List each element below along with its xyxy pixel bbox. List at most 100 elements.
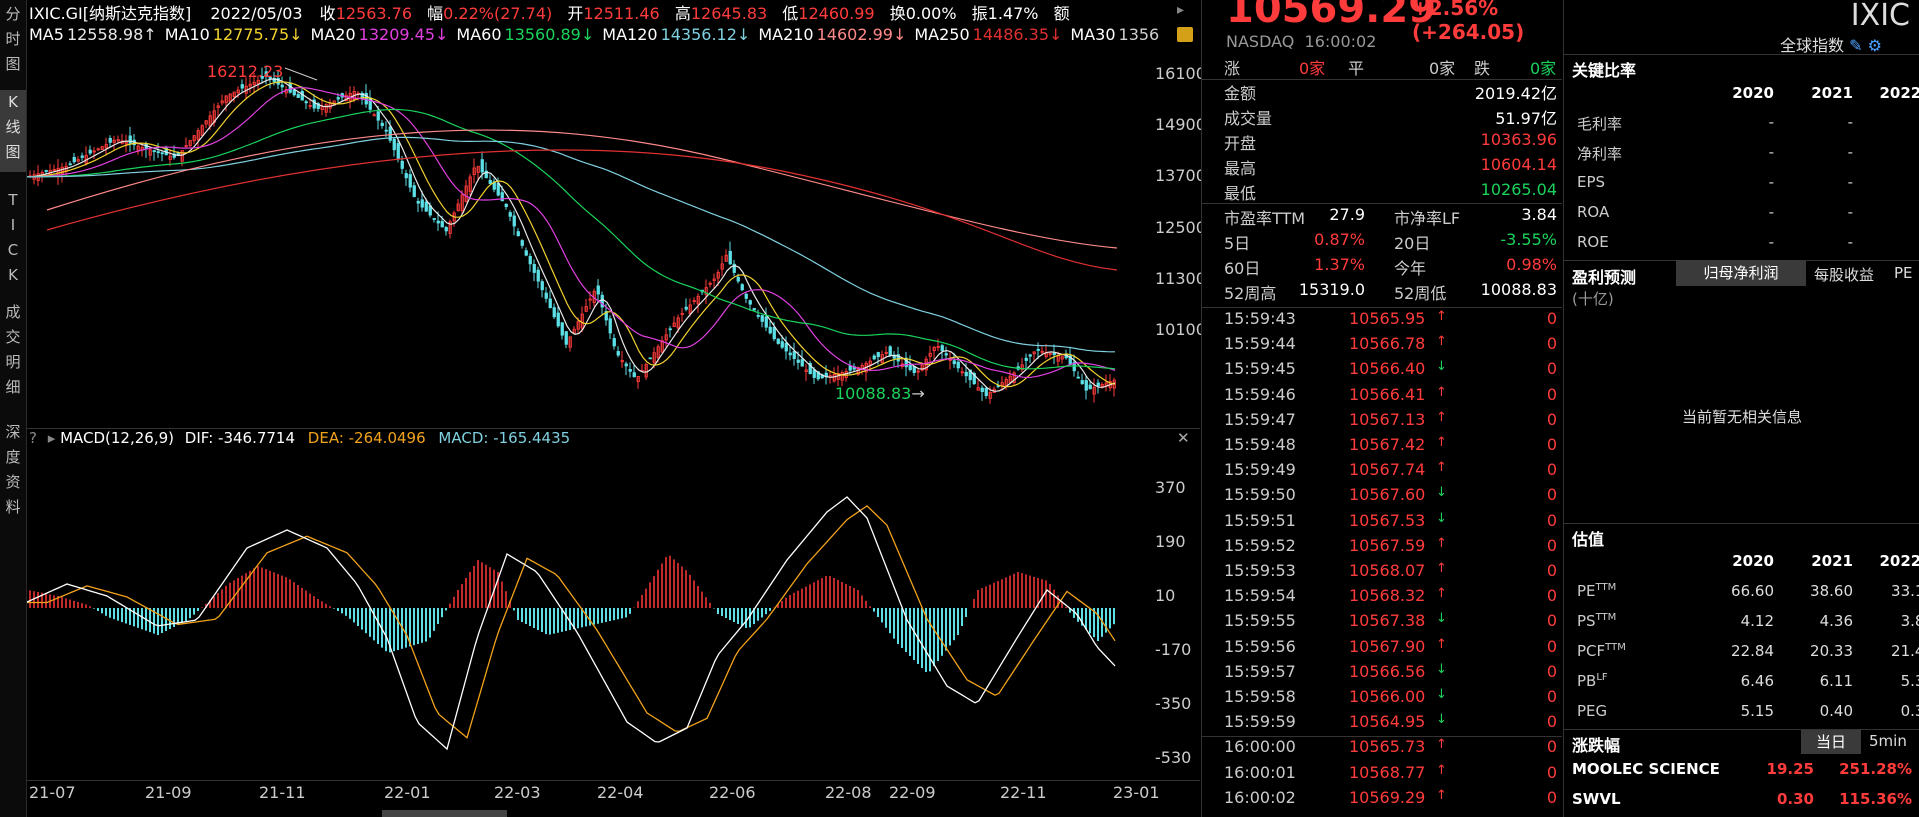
macd-histogram-bar	[325, 603, 327, 608]
ratio-cell: -	[1768, 173, 1774, 191]
macd-chart[interactable]	[27, 452, 1200, 780]
macd-histogram-bar	[437, 608, 439, 624]
macd-histogram-bar	[681, 566, 683, 608]
ratio-label: 52周低	[1394, 284, 1447, 303]
forecast-tab-net-profit[interactable]: 归母净利润	[1676, 260, 1806, 286]
tab-profile[interactable]: 深 度 资 料	[0, 420, 26, 524]
macd-axis-tick: -530	[1155, 748, 1192, 767]
forecast-tab-eps[interactable]: 每股收益	[1814, 264, 1874, 285]
macd-axis-tick: -170	[1155, 640, 1192, 659]
macd-histogram-bar	[157, 608, 159, 635]
macd-histogram-bar	[161, 608, 163, 633]
forecast-tab-pe[interactable]: PE	[1894, 264, 1913, 282]
macd-histogram-bar	[553, 608, 555, 634]
tab-trade-details[interactable]: 成 交 明 细	[0, 300, 26, 404]
macd-histogram-bar	[925, 608, 927, 672]
movers-tab-today[interactable]: 当日	[1801, 730, 1861, 754]
mover-row[interactable]: MOOLEC SCIENCE 19.25 251.28%	[1572, 760, 1912, 784]
arrow-down-icon: ↓	[1436, 510, 1447, 526]
macd-histogram-bar	[853, 588, 855, 608]
macd-histogram-bar	[649, 582, 651, 608]
macd-histogram-bar	[1005, 577, 1007, 608]
macd-histogram-bar	[177, 608, 179, 625]
stat-row: 开盘 10363.96	[1224, 130, 1557, 155]
candle-body	[500, 192, 504, 202]
tick-time: 15:59:49	[1224, 460, 1296, 480]
macd-histogram-bar	[697, 586, 699, 608]
price-axis-tick: 16100	[1155, 64, 1206, 83]
macd-histogram-bar	[669, 555, 671, 608]
lock-icon[interactable]	[1177, 27, 1193, 42]
quote-time: 16:00:02	[1304, 32, 1377, 51]
settings-icon[interactable]: ⚙	[1867, 36, 1882, 55]
amplitude-label: 振	[971, 4, 988, 23]
mover-row[interactable]: SWVL 0.30 115.36%	[1572, 790, 1912, 814]
macd-histogram-bar	[933, 608, 935, 667]
close-icon[interactable]: ✕	[1177, 429, 1190, 447]
macd-histogram-bar	[841, 582, 843, 608]
ma-line	[27, 136, 1115, 353]
candle-body	[516, 231, 520, 237]
tab-time-chart[interactable]: 分 时 图	[0, 2, 26, 80]
macd-histogram-bar	[809, 584, 811, 608]
macd-axis-tick: 10	[1155, 586, 1176, 605]
candle-body	[44, 170, 48, 172]
macd-dif-line	[27, 496, 1116, 751]
valuation-title: 估值	[1572, 530, 1605, 549]
up-value: 0家	[1299, 59, 1326, 78]
tick-volume: 0	[1546, 485, 1557, 505]
macd-histogram-bar	[1009, 575, 1011, 608]
tick-volume: 0	[1546, 787, 1557, 807]
macd-histogram-bar	[533, 608, 535, 628]
price-chart[interactable]	[27, 50, 1200, 428]
candle-body	[628, 369, 632, 372]
candle-body	[408, 174, 412, 188]
tick-time: 15:59:59	[1224, 712, 1296, 732]
candle-body	[528, 255, 532, 265]
arrow-up-icon: ↑	[1436, 636, 1447, 652]
macd-histogram-bar	[209, 600, 211, 608]
tick-volume: 0	[1546, 586, 1557, 606]
collapse-icon[interactable]: ▸	[47, 429, 56, 447]
candle-body	[532, 263, 536, 273]
tab-label: T I C K	[7, 191, 19, 284]
ratio-value: -3.55%	[1500, 230, 1557, 249]
macd-histogram-bar	[441, 608, 443, 618]
global-index-link[interactable]: 全球指数 ✎ ⚙	[1780, 32, 1882, 56]
year-header: 2021	[1811, 84, 1853, 102]
horizontal-scrollbar[interactable]	[382, 810, 507, 817]
tab-tick[interactable]: T I C K	[0, 188, 26, 290]
candle-body	[256, 79, 260, 84]
candle-body	[1040, 350, 1044, 353]
expand-icon[interactable]: ▸	[1177, 2, 1185, 18]
macd-histogram-bar	[881, 608, 883, 623]
price-change: +2.56% (+264.05)	[1412, 0, 1525, 44]
arrow-down-icon: ↓	[1436, 359, 1447, 375]
macd-histogram-bar	[1013, 573, 1015, 608]
movers-tab-5min[interactable]: 5min	[1869, 732, 1907, 750]
candle-body	[620, 360, 624, 363]
macd-histogram-bar	[201, 607, 203, 608]
macd-histogram-bar	[389, 608, 391, 653]
edit-icon[interactable]: ✎	[1849, 36, 1863, 55]
candle-body	[616, 351, 620, 356]
ratio-label: ROE	[1577, 233, 1609, 251]
macd-histogram-bar	[717, 608, 719, 614]
tick-volume: 0	[1546, 435, 1557, 454]
divider	[1202, 79, 1562, 80]
candle-body	[784, 342, 788, 352]
date-axis-tick: 22-11	[1000, 783, 1047, 802]
year-header: 2022Q	[1879, 552, 1919, 570]
mover-pct: 115.36%	[1839, 790, 1912, 808]
macd-histogram-bar	[405, 608, 407, 648]
macd-histogram-bar	[1045, 580, 1047, 608]
macd-histogram-bar	[561, 608, 563, 632]
candle-body	[536, 269, 540, 282]
candle-body	[888, 346, 892, 356]
macd-histogram-bar	[877, 608, 879, 617]
ma-legend-value: 13560.89↓	[504, 25, 595, 44]
valuation-metric-basis: TTM	[1595, 612, 1617, 623]
tab-kline-chart[interactable]: K 线 图	[0, 90, 26, 172]
ratio-label: ROA	[1577, 203, 1610, 221]
help-icon[interactable]: ?	[29, 429, 37, 447]
